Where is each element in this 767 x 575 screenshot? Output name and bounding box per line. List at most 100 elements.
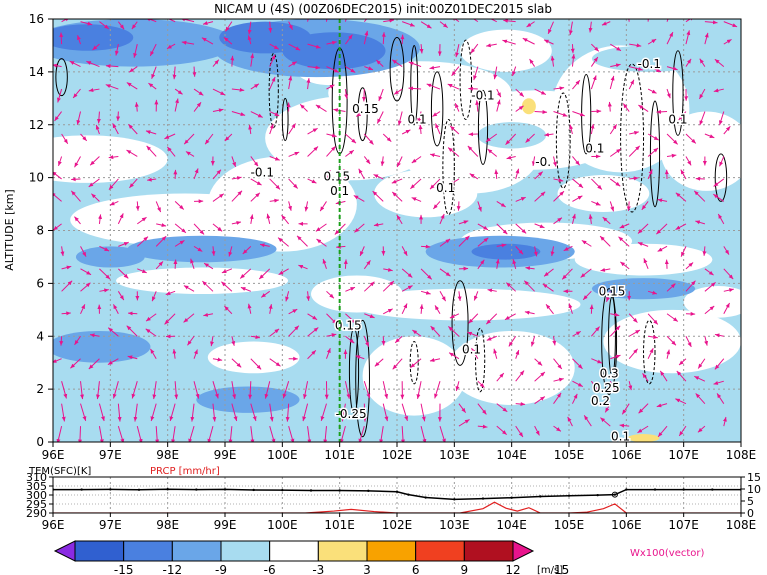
- wind-vector: [109, 200, 119, 206]
- contour-line: [477, 89, 489, 165]
- wind-vector: [174, 240, 185, 247]
- wind-vector: [524, 310, 535, 315]
- wind-vector: [203, 312, 214, 317]
- wind-vector: [610, 43, 622, 52]
- wind-vector: [723, 302, 730, 315]
- wind-vector: [80, 268, 92, 276]
- wind-vector: [505, 133, 517, 146]
- wind-vector: [666, 313, 679, 322]
- wind-vector: [129, 178, 138, 189]
- wind-vector: [648, 335, 658, 340]
- shade-calm-patch: [557, 174, 650, 212]
- wind-vector: [207, 426, 214, 442]
- temperature-point: [309, 489, 313, 492]
- wind-vector: [307, 426, 312, 442]
- wind-vector: [628, 19, 630, 22]
- wind-vector: [59, 336, 64, 346]
- wind-vector: [148, 82, 157, 90]
- wind-vector: [282, 381, 290, 399]
- surface-x-tick-label: 104E: [496, 518, 527, 532]
- wind-vector: [325, 19, 328, 22]
- contour-line: [451, 280, 469, 366]
- wind-vector: [326, 40, 337, 45]
- wind-vector: [547, 21, 554, 35]
- contour-label: 0.1: [408, 112, 427, 126]
- contour-line: [714, 153, 728, 202]
- temperature-point: [166, 488, 169, 491]
- wind-vector: [363, 133, 374, 145]
- temperature-point: [682, 488, 685, 491]
- wind-vector: [269, 43, 279, 50]
- wind-vector: [534, 191, 546, 202]
- wind-vector: [569, 124, 574, 135]
- wind-vector: [53, 171, 62, 180]
- shade-calm-patch: [460, 29, 552, 72]
- contour-line: [459, 39, 473, 120]
- wind-vector: [419, 304, 424, 314]
- wind-vector: [544, 132, 554, 137]
- surface-right-tick-label: 10: [747, 483, 761, 496]
- wind-vector: [411, 156, 422, 164]
- wind-vector: [172, 66, 177, 80]
- wind-vector: [99, 245, 110, 252]
- wind-vector: [647, 290, 658, 295]
- x-tick-label: 96E: [42, 448, 65, 462]
- wind-vector: [572, 156, 581, 166]
- wind-vector: [358, 168, 365, 180]
- wind-vector: [183, 313, 195, 323]
- wind-vector: [429, 178, 441, 190]
- wind-vector: [190, 403, 195, 422]
- surface-right-tick-label: 5: [747, 495, 754, 508]
- shade-westerly-patch: [627, 434, 660, 442]
- shade-calm-patch: [351, 288, 581, 321]
- wind-vector: [307, 313, 318, 321]
- contour-label: 0.1: [585, 142, 604, 156]
- wind-vector: [80, 381, 85, 400]
- wind-vector: [250, 358, 262, 370]
- wind-vector: [288, 123, 296, 135]
- surface-x-tick-label: 107E: [668, 518, 699, 532]
- wind-vector: [401, 246, 408, 256]
- wind-vector: [372, 190, 384, 202]
- wind-vector: [345, 335, 355, 344]
- wind-vector: [581, 239, 592, 247]
- wind-vector: [553, 86, 565, 91]
- wind-vector: [112, 123, 119, 135]
- wind-vector: [326, 66, 340, 73]
- wind-vector: [363, 336, 370, 347]
- wind-vector: [685, 156, 692, 166]
- wind-vector: [231, 111, 246, 117]
- wind-vector: [416, 381, 422, 399]
- wind-vector: [657, 198, 668, 203]
- colorbar-level-label: -3: [312, 563, 324, 575]
- surface-x-tick-label: 101E: [324, 518, 355, 532]
- wind-vector: [146, 145, 157, 157]
- wind-vector: [723, 21, 738, 28]
- wind-vector: [468, 313, 479, 324]
- wind-vector: [250, 83, 260, 90]
- wind-vector: [145, 313, 157, 322]
- wind-vector: [281, 214, 290, 225]
- wind-vector: [439, 425, 446, 442]
- wind-vector: [571, 213, 576, 225]
- wind-vector: [447, 83, 460, 90]
- wind-vector: [298, 264, 308, 270]
- wind-vector: [723, 125, 731, 135]
- wind-vector: [449, 125, 460, 135]
- wind-vector: [666, 283, 676, 292]
- wind-vector: [659, 370, 668, 382]
- wind-vector: [288, 178, 299, 189]
- legend-temperature: TEM(SFC)[K]: [28, 466, 91, 477]
- wind-vector: [526, 21, 535, 28]
- wind-vector: [643, 258, 649, 270]
- contour-line: [281, 97, 289, 142]
- wind-vector: [307, 43, 321, 49]
- wind-vector: [697, 425, 706, 433]
- wind-vector: [494, 169, 499, 179]
- wind-vector: [550, 246, 555, 257]
- wind-vector: [53, 358, 62, 363]
- contour-label: 0.1: [436, 181, 455, 195]
- wind-vector: [304, 201, 309, 212]
- wind-vector: [278, 268, 289, 276]
- wind-vector: [247, 303, 252, 314]
